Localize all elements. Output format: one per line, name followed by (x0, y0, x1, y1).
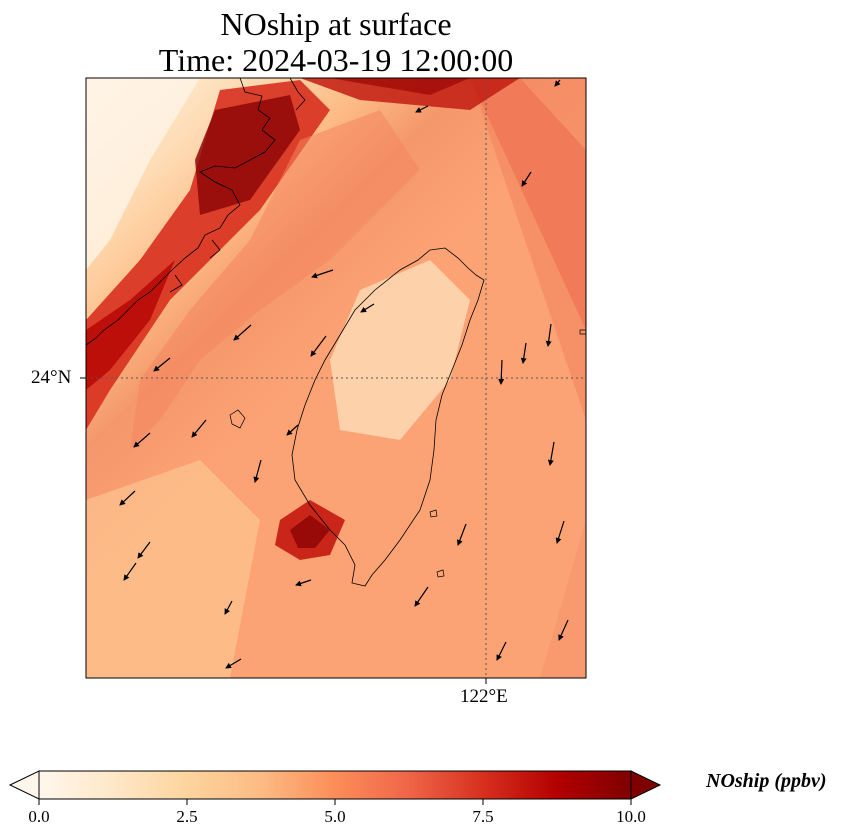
colorbar-tick-label: 10.0 (616, 807, 646, 826)
wind-vectors (119, 79, 569, 669)
colorbar-tick-label: 2.5 (176, 807, 198, 826)
wind-arrow (555, 520, 565, 544)
wind-arrow (558, 619, 569, 641)
wind-arrow (554, 79, 561, 87)
colorbar-tick-label: 7.5 (472, 807, 494, 826)
wind-arrow (225, 658, 242, 669)
wind-arrow (547, 441, 555, 466)
lon-axis-label: 122°E (460, 686, 508, 707)
colorbar-extend-low (8, 770, 40, 800)
small-island (429, 509, 438, 518)
colorbar-label: NOship (ppbv) (706, 770, 827, 792)
wind-arrow (456, 523, 467, 546)
taiwan-coastline (291, 247, 485, 587)
wind-arrow (360, 303, 375, 313)
wind-arrow (253, 459, 262, 483)
wind-arrow (191, 419, 207, 438)
wind-arrow (286, 424, 299, 436)
wind-arrow (521, 171, 532, 187)
wind-arrow (496, 641, 507, 661)
colorbar-bar (38, 770, 632, 800)
wind-arrow (224, 600, 233, 615)
wind-arrow (415, 105, 429, 113)
colorbar-tick-label: 5.0 (324, 807, 346, 826)
colorbar-extend-high (630, 770, 662, 800)
wind-arrow (311, 269, 334, 279)
wind-arrow (498, 359, 505, 385)
wind-arrow (414, 586, 429, 607)
wind-arrow (520, 342, 527, 364)
lat-axis-label: 24°N (31, 367, 72, 388)
wind-arrow (133, 432, 151, 448)
penghu-islands (229, 409, 246, 429)
colorbar-ticks (38, 799, 632, 805)
map-title-line1: NOship at surface (220, 6, 452, 42)
wind-arrow (137, 541, 151, 559)
small-island (436, 569, 445, 578)
wind-arrow (233, 324, 252, 341)
china-coastline (86, 78, 306, 346)
wind-arrow (295, 579, 312, 587)
wind-arrow (310, 335, 327, 357)
colorbar-tick-label: 0.0 (28, 807, 50, 826)
map-title-line2: Time: 2024-03-19 12:00:00 (158, 42, 514, 78)
wind-arrow (119, 490, 136, 506)
wind-arrow (153, 357, 171, 372)
wind-arrow (123, 562, 137, 581)
wind-arrow (545, 323, 552, 347)
